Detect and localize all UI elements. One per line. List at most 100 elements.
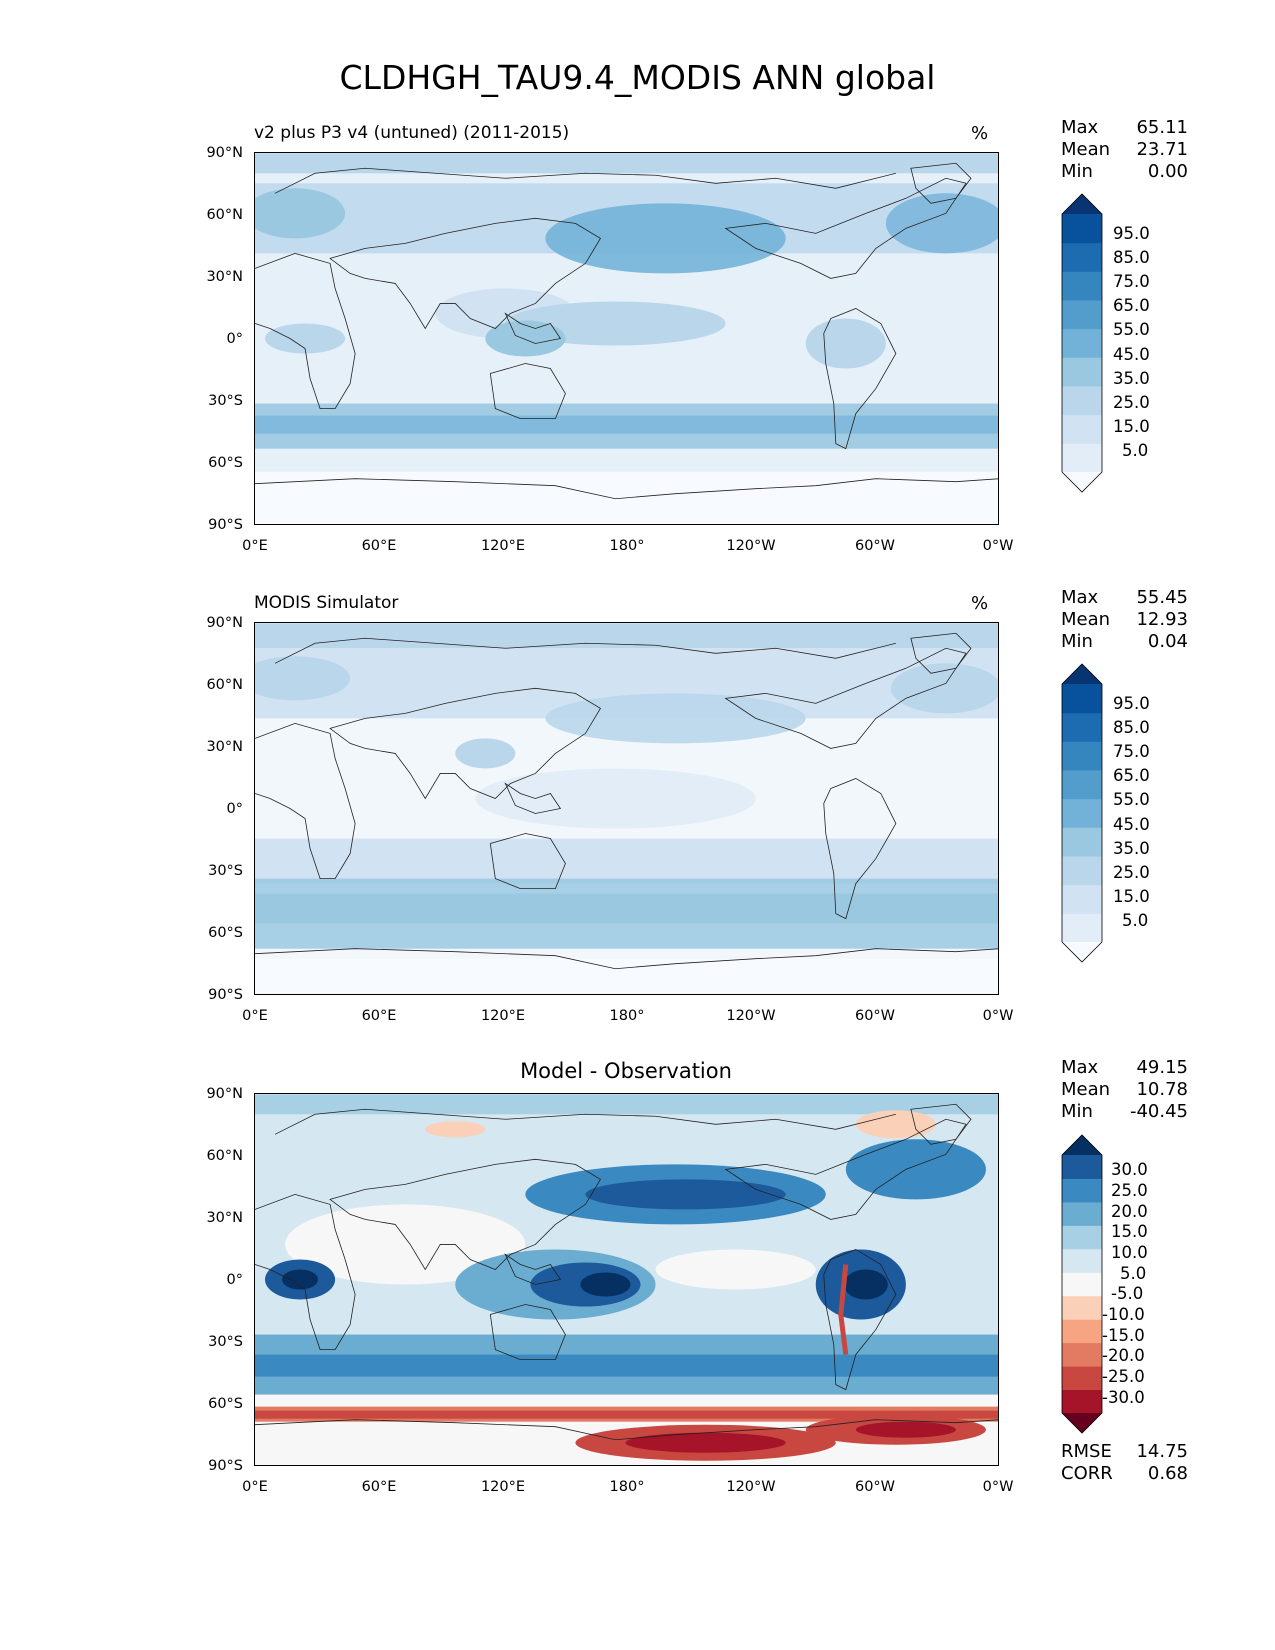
stats-block: Max 65.11 Mean 23.71 Min 0.00	[1061, 117, 1188, 183]
colorbar-bin	[1062, 271, 1102, 301]
figure-title: CLDHGH_TAU9.4_MODIS ANN global	[339, 58, 936, 97]
colorbar-extend-min	[1062, 942, 1102, 962]
colorbar-bin	[1062, 300, 1102, 330]
colorbar-bin	[1062, 1201, 1102, 1226]
colorbar-bin	[1062, 741, 1102, 771]
colorbar-bin	[1062, 1295, 1102, 1320]
lat-tick: 30°N	[206, 269, 243, 285]
colorbar-graphic	[1061, 1134, 1103, 1434]
colorbar-label: 75.0	[1113, 742, 1150, 761]
lon-tick: 0°W	[982, 1479, 1014, 1495]
lat-tick: 60°N	[206, 677, 243, 693]
lon-tick: 0°E	[242, 1479, 268, 1495]
lon-tick: 60°W	[854, 1479, 896, 1495]
colorbar-label: -30.0	[1102, 1388, 1145, 1407]
colorbar-label: 75.0	[1113, 272, 1150, 291]
colorbar-bin	[1062, 386, 1102, 416]
stat-mean: Mean 12.93	[1061, 609, 1188, 630]
colorbar-outline	[1061, 663, 1103, 963]
colorbar-outline	[1061, 193, 1103, 493]
panel-subtitle: MODIS Simulator	[254, 593, 399, 613]
colorbar-label: -20.0	[1102, 1346, 1145, 1365]
colorbar-bin	[1062, 770, 1102, 800]
stat-min: Min 0.04	[1061, 631, 1188, 652]
colorbar-extend-max	[1062, 194, 1102, 214]
colorbar-bin	[1062, 1248, 1102, 1273]
colorbar-label: 35.0	[1113, 839, 1150, 858]
colorbar-bin	[1062, 1225, 1102, 1250]
lon-tick: 120°E	[480, 1479, 526, 1495]
lon-tick: 120°W	[726, 538, 776, 554]
lon-tick: 60°E	[361, 538, 397, 554]
metric-corr: CORR 0.68	[1061, 1463, 1188, 1484]
colorbar-label: -10.0	[1102, 1305, 1145, 1324]
colorbar-bin	[1062, 214, 1102, 244]
colorbar-label: 25.0	[1111, 1181, 1148, 1200]
colorbar-graphic	[1061, 193, 1103, 493]
lon-tick: 0°E	[242, 1008, 268, 1024]
lon-tick: 60°E	[361, 1008, 397, 1024]
stat-max: Max 55.45	[1061, 587, 1188, 608]
lat-tick: 30°S	[208, 393, 243, 409]
colorbar-label: 10.0	[1111, 1243, 1148, 1262]
colorbar-label: 25.0	[1113, 863, 1150, 882]
lon-tick: 180°	[609, 538, 645, 554]
lat-tick: 60°S	[208, 925, 243, 941]
lat-tick: 30°N	[206, 739, 243, 755]
colorbar-extend-min	[1062, 472, 1102, 492]
lon-tick: 180°	[609, 1479, 645, 1495]
colorbar-bin	[1062, 328, 1102, 358]
colorbar-label: 55.0	[1113, 790, 1150, 809]
lat-tick: 90°N	[206, 145, 243, 161]
lon-tick: 60°W	[854, 1008, 896, 1024]
colorbar-label: 5.0	[1120, 1264, 1147, 1283]
colorbar-bin	[1062, 1155, 1102, 1179]
stat-mean: Mean 23.71	[1061, 139, 1188, 160]
colorbar-bin	[1062, 798, 1102, 828]
colorbar-label: 55.0	[1113, 320, 1150, 339]
colorbar-bin	[1062, 443, 1102, 473]
colorbar-bin	[1062, 1178, 1102, 1203]
colorbar-label: 85.0	[1113, 718, 1150, 737]
colorbar-graphic	[1061, 663, 1103, 963]
map-model	[254, 152, 999, 525]
stat-max: Max 49.15	[1061, 1057, 1188, 1078]
colorbar-label: 15.0	[1113, 887, 1150, 906]
lat-tick: 60°S	[208, 1396, 243, 1412]
lat-tick: 0°	[226, 801, 243, 817]
colorbar	[1059, 663, 1105, 967]
colorbar-bin	[1062, 414, 1102, 444]
lon-tick: 120°E	[480, 1008, 526, 1024]
stats-block: Max 49.15 Mean 10.78 Min -40.45	[1061, 1057, 1188, 1123]
colorbar-label: 65.0	[1113, 296, 1150, 315]
lat-tick: 30°N	[206, 1210, 243, 1226]
colorbar-label: -25.0	[1102, 1367, 1145, 1386]
lat-tick: 90°S	[208, 1458, 243, 1474]
colorbar-bin	[1062, 827, 1102, 857]
colorbar-bin	[1062, 1366, 1102, 1391]
colorbar-bin	[1062, 357, 1102, 387]
lat-tick: 90°S	[208, 987, 243, 1003]
colorbar-label: -15.0	[1102, 1326, 1145, 1345]
colorbar-bin	[1062, 1389, 1102, 1414]
colorbar-bin	[1062, 712, 1102, 742]
map-canvas	[255, 153, 998, 524]
metric-rmse: RMSE 14.75	[1061, 1441, 1188, 1462]
stat-mean: Mean 10.78	[1061, 1079, 1188, 1100]
map-canvas	[255, 623, 998, 994]
colorbar-extend-max	[1062, 1135, 1102, 1155]
colorbar-label: 45.0	[1113, 815, 1150, 834]
colorbar-bin	[1062, 913, 1102, 943]
lat-tick: 90°N	[206, 1086, 243, 1102]
colorbar-bin	[1062, 1342, 1102, 1367]
colorbar-label: 95.0	[1113, 224, 1150, 243]
lon-tick: 60°W	[854, 538, 896, 554]
colorbar-extend-min	[1062, 1413, 1102, 1433]
colorbar-label: 15.0	[1113, 417, 1150, 436]
lon-tick: 0°W	[982, 538, 1014, 554]
colorbar-bin	[1062, 684, 1102, 714]
colorbar-bin	[1062, 856, 1102, 886]
lon-tick: 60°E	[361, 1479, 397, 1495]
lat-tick: 60°N	[206, 207, 243, 223]
colorbar-bin	[1062, 884, 1102, 914]
